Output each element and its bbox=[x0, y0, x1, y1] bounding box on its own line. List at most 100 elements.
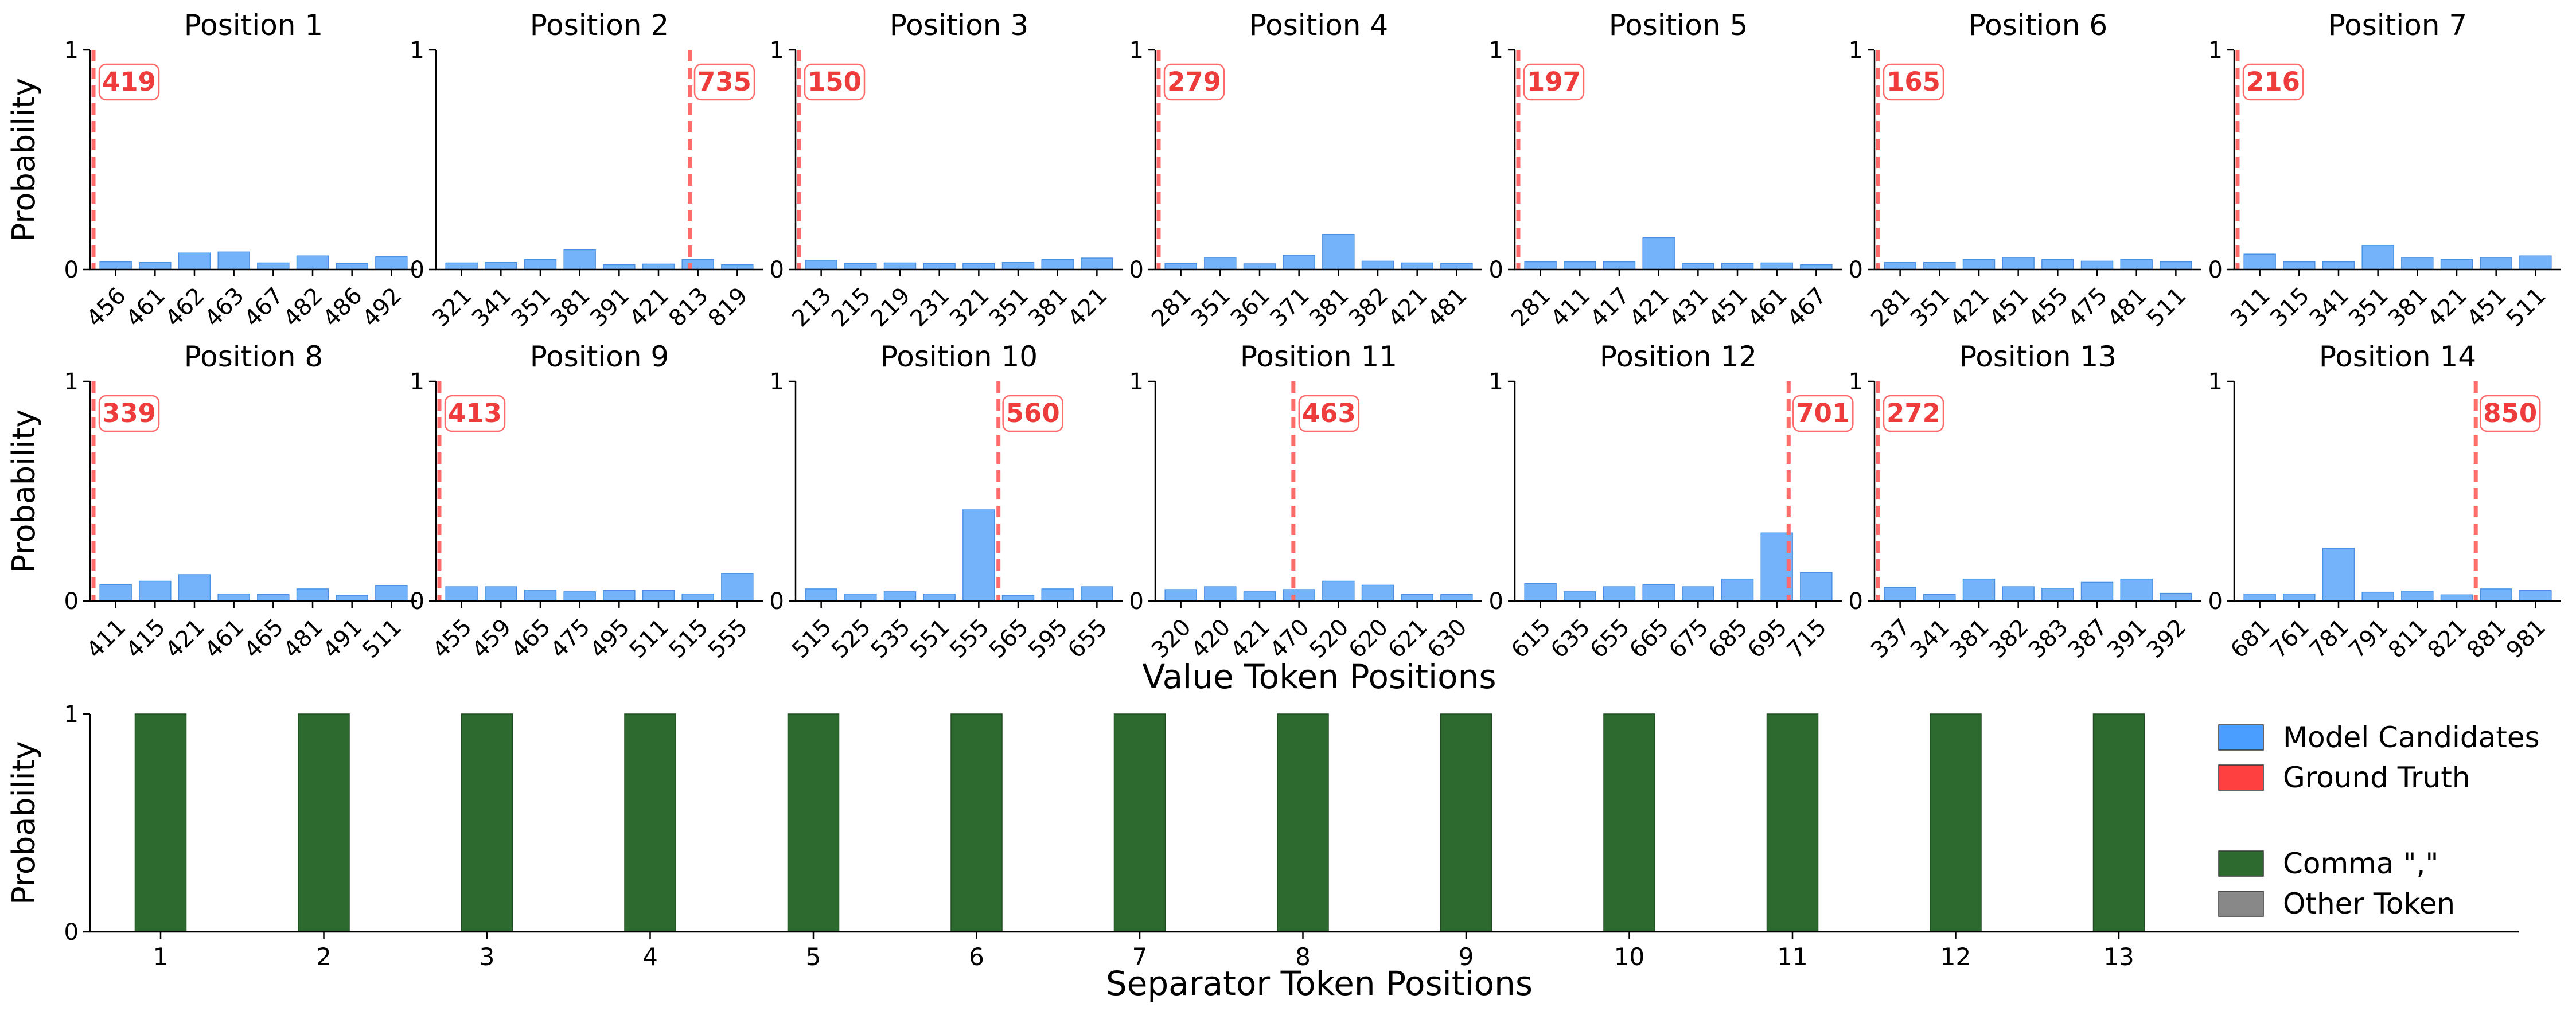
x-tick-label: 381 bbox=[1304, 283, 1354, 333]
comma-bar bbox=[1113, 713, 1166, 932]
x-tick-label: 781 bbox=[2305, 614, 2355, 664]
candidate-bar bbox=[1642, 584, 1675, 602]
comma-bar bbox=[2092, 713, 2145, 932]
candidate-bar bbox=[1884, 261, 1916, 270]
y-tick-label: 0 bbox=[410, 588, 424, 615]
legend-label: Model Candidates bbox=[2283, 721, 2540, 754]
x-tick-label: 525 bbox=[827, 614, 876, 664]
comma-bar bbox=[1440, 713, 1492, 932]
x-tick-label: 5 bbox=[806, 943, 821, 971]
y-tick-label: 0 bbox=[64, 588, 79, 615]
candidate-bar bbox=[2322, 261, 2355, 270]
candidate-bar bbox=[296, 255, 329, 270]
candidate-bar bbox=[375, 256, 408, 270]
x-tick-label: 551 bbox=[905, 614, 955, 664]
candidate-bar bbox=[1642, 237, 1675, 270]
candidate-bar bbox=[1721, 578, 1754, 602]
x-tick-label: 511 bbox=[2501, 283, 2551, 333]
x-tick-label: 4 bbox=[642, 943, 658, 971]
x-tick-label: 341 bbox=[1905, 614, 1955, 664]
ground-truth-label: 735 bbox=[697, 67, 751, 97]
x-tick-label: 12 bbox=[1940, 943, 1971, 971]
comma-bar bbox=[950, 713, 1003, 932]
x-tick-label: 421 bbox=[161, 614, 211, 664]
y-tick-label: 1 bbox=[2208, 369, 2223, 395]
y-tick-label: 1 bbox=[1849, 369, 1863, 395]
y-tick-label: 1 bbox=[410, 369, 424, 395]
candidate-bar bbox=[2361, 591, 2394, 602]
x-tick-label: 8 bbox=[1295, 943, 1311, 971]
x-tick-label: 451 bbox=[1984, 283, 2034, 333]
candidate-bar bbox=[524, 590, 557, 602]
candidate-bar bbox=[1401, 262, 1433, 270]
ground-truth-box bbox=[98, 63, 160, 101]
x-tick-label: 421 bbox=[1383, 283, 1433, 333]
panel-title: Position 8 bbox=[184, 340, 323, 373]
y-tick-label: 0 bbox=[2208, 588, 2223, 615]
ground-truth-label: 150 bbox=[808, 67, 862, 97]
x-tick-label: 481 bbox=[2102, 283, 2152, 333]
candidate-bar bbox=[962, 263, 995, 270]
candidate-bar bbox=[1081, 586, 1113, 602]
candidate-bar bbox=[1243, 263, 1276, 270]
x-tick-label: 341 bbox=[467, 283, 517, 333]
x-tick-label: 470 bbox=[1265, 614, 1315, 664]
candidate-bar bbox=[844, 263, 877, 270]
x-tick-label: 821 bbox=[2423, 614, 2473, 664]
legend-swatch bbox=[2218, 850, 2264, 877]
candidate-bar bbox=[1962, 259, 1996, 270]
candidate-bar bbox=[805, 588, 837, 602]
x-tick-label: 341 bbox=[2305, 283, 2355, 333]
panel-title: Position 9 bbox=[530, 340, 669, 373]
y-tick-label: 1 bbox=[1489, 37, 1503, 64]
x-tick-label: 467 bbox=[1782, 283, 1832, 333]
y-tick-label: 1 bbox=[64, 701, 79, 728]
candidate-bar bbox=[2120, 259, 2153, 270]
candidate-bar bbox=[642, 263, 675, 270]
x-tick-label: 320 bbox=[1147, 614, 1197, 664]
comma-bar bbox=[1766, 713, 1819, 932]
candidate-bar bbox=[1283, 255, 1315, 270]
candidate-bar bbox=[721, 264, 754, 270]
x-tick-label: 281 bbox=[1147, 283, 1197, 333]
x-tick-label: 621 bbox=[1383, 614, 1433, 664]
comma-bar bbox=[461, 713, 513, 932]
candidate-bar bbox=[139, 580, 172, 602]
y-tick-label: 0 bbox=[1129, 588, 1144, 615]
x-tick-label: 381 bbox=[1945, 614, 1995, 664]
row-ylabel-2: Probability bbox=[6, 409, 42, 573]
x-tick-label: 315 bbox=[2265, 283, 2315, 333]
x-tick-label: 511 bbox=[357, 614, 407, 664]
candidate-bar bbox=[485, 586, 517, 602]
x-tick-label: 819 bbox=[703, 283, 753, 333]
x-tick-label: 481 bbox=[1423, 283, 1472, 333]
panel-title: Position 11 bbox=[1240, 340, 1397, 373]
ground-truth-box bbox=[98, 395, 160, 432]
separator-panel: 1 2 3 4 5 6 7 8 9 10 11 12 1301ProbabilitySeparator … bbox=[6, 701, 2519, 1003]
x-tick-label: 455 bbox=[427, 614, 477, 664]
candidate-bar bbox=[1081, 257, 1113, 270]
candidate-bar bbox=[99, 584, 132, 602]
panel-title: Position 5 bbox=[1609, 9, 1748, 42]
y-tick-label: 1 bbox=[1489, 369, 1503, 395]
ground-truth-box bbox=[693, 63, 755, 101]
x-tick-label: 6 bbox=[969, 943, 984, 971]
candidate-bar bbox=[2243, 253, 2276, 270]
candidate-bar bbox=[1001, 261, 1035, 270]
ground-truth-label: 463 bbox=[1302, 398, 1356, 428]
candidate-bar bbox=[2160, 592, 2192, 602]
candidate-bar bbox=[1564, 261, 1596, 270]
x-tick-label: 371 bbox=[1265, 283, 1315, 333]
x-tick-label: 7 bbox=[1132, 943, 1148, 971]
candidate-bar bbox=[1440, 263, 1473, 270]
x-tick-label: 321 bbox=[427, 283, 477, 333]
y-tick-label: 1 bbox=[1849, 37, 1863, 64]
x-tick-label: 2 bbox=[316, 943, 332, 971]
ground-truth-box bbox=[1298, 395, 1360, 432]
x-tick-label: 565 bbox=[984, 614, 1034, 664]
